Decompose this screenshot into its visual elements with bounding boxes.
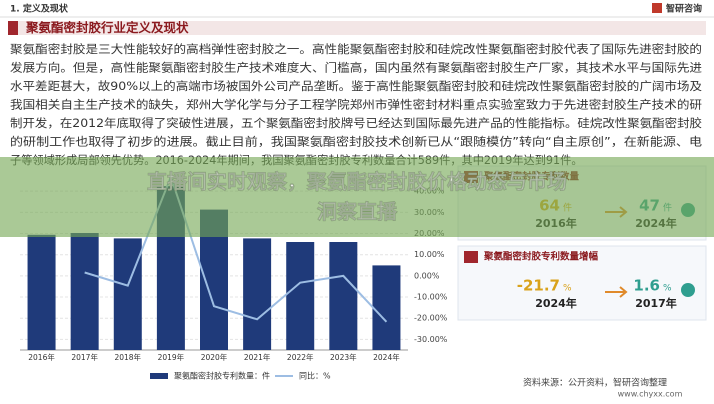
panel-year: 2017年 xyxy=(635,296,677,310)
x-tick-label: 2019年 xyxy=(158,352,185,362)
x-tick-label: 2022年 xyxy=(287,352,314,362)
section-label: 1. 定义及现状 xyxy=(10,3,69,15)
brand-name: 智研咨询 xyxy=(666,3,702,15)
panel-unit: % xyxy=(663,284,672,294)
body-text: 聚氨酯密封胶是三大性能较好的高档弹性密封胶之一。高性能聚氨酯密封胶和硅烷改性聚氨… xyxy=(10,42,702,167)
panel-title: 聚氨酯密封胶专利数量增幅 xyxy=(483,251,599,263)
x-tick-label: 2020年 xyxy=(201,352,228,362)
line-series xyxy=(84,173,388,323)
legend-swatch xyxy=(150,373,168,379)
overlay-band xyxy=(0,157,714,237)
x-tick-label: 2023年 xyxy=(330,352,357,362)
x-tick-label: 2016年 xyxy=(28,352,55,362)
panel-frame xyxy=(457,245,707,321)
headline-line: 直播间实时观察，聚氨酯密封胶价格动态与市场 xyxy=(147,170,567,194)
bar xyxy=(113,238,142,350)
paragraph-line: 我国相关自主生产技术的缺失，郑州大学化学与分子工程学院郑州市弹性密封材料重点实验… xyxy=(10,98,702,112)
headline-line: 洞察直播 xyxy=(317,200,398,224)
title-bar xyxy=(18,21,706,35)
page-title: 聚氨酯密封胶行业定义及现状 xyxy=(25,20,189,35)
bar xyxy=(243,238,272,350)
bar xyxy=(70,233,99,350)
paragraph-line: 发展方向。但是，高性能聚氨酯密封胶生产技术难度大、门槛高，国内虽然有聚氨酯密封胶… xyxy=(10,61,702,75)
y2-tick-label: -30.00% xyxy=(414,335,448,344)
panel-value: -21.7 xyxy=(517,277,560,295)
paragraph-line: 水平差距甚大，故90%以上的高端市场被国外公司产品垄断。鉴于高性能聚氨酯密封胶和… xyxy=(10,79,702,93)
y2-tick-label: 10.00% xyxy=(414,250,445,259)
chart: -30.00%-20.00%-10.00%0.00%10.00%20.00%30… xyxy=(20,173,448,381)
panel-year: 2024年 xyxy=(535,296,577,310)
paragraph-line: 制开发，在2012年底取得了突破性进展，五个聚氨酯密封胶牌号已经达到国际最先进产… xyxy=(10,116,702,130)
panel-arrow xyxy=(605,286,628,298)
source-note: 资料来源：公开资料，智研咨询整理 xyxy=(523,377,667,389)
bar xyxy=(286,242,315,350)
bar xyxy=(372,265,401,350)
paragraph-line: 的研制工作也取得了初步的进展。截止目前，我国聚氨酯密封胶技术创新已从“跟随模仿”… xyxy=(10,135,702,149)
panel-value: 1.6 xyxy=(633,277,660,295)
y2-tick-label: -20.00% xyxy=(414,314,448,323)
x-tick-label: 2017年 xyxy=(71,352,98,362)
panel-icon xyxy=(464,251,478,263)
site-url: www.chyxx.com xyxy=(618,390,683,399)
legend-label: 同比：% xyxy=(299,371,331,381)
x-tick-label: 2024年 xyxy=(373,352,400,362)
panel-nav xyxy=(681,283,695,297)
bar xyxy=(329,242,358,350)
panel-unit: % xyxy=(563,284,572,294)
y2-tick-label: -10.00% xyxy=(414,293,448,302)
paragraph-line: 聚氨酯密封胶是三大性能较好的高档弹性密封胶之一。高性能聚氨酯密封胶和硅烷改性聚氨… xyxy=(10,42,702,56)
x-tick-label: 2021年 xyxy=(244,352,271,362)
x-tick-label: 2018年 xyxy=(114,352,141,362)
y2-tick-label: 0.00% xyxy=(414,271,440,280)
brand-logo xyxy=(652,3,662,13)
bar xyxy=(27,234,56,350)
title-marker xyxy=(8,21,18,35)
legend-label: 聚氨酯密封胶专利数量：件 xyxy=(174,371,270,381)
